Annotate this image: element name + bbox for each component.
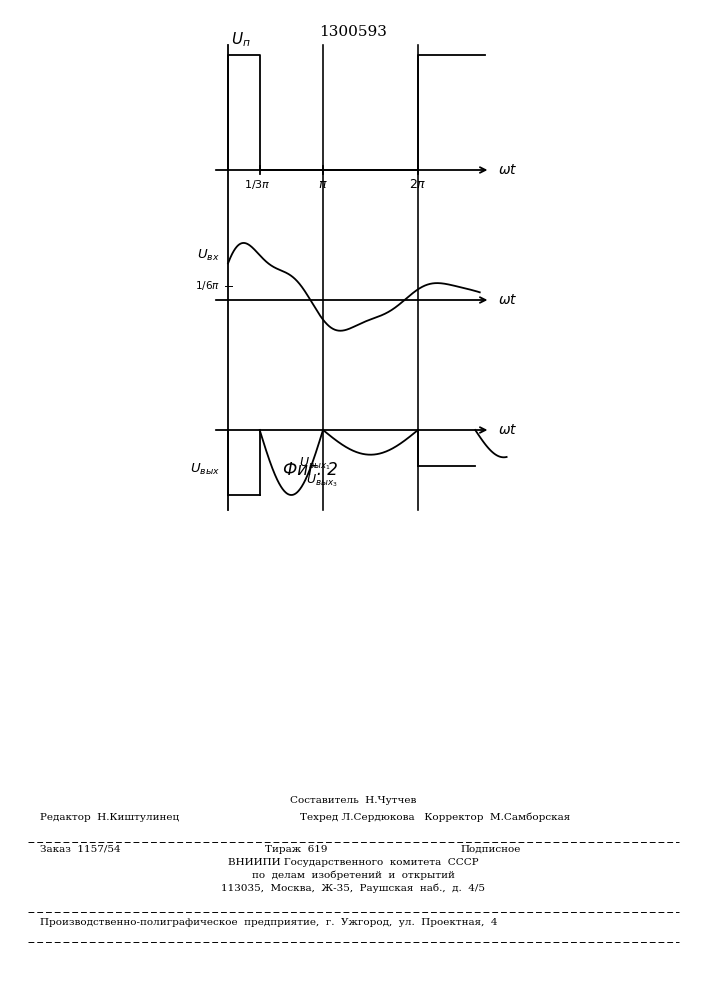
Text: ВНИИПИ Государственного  комитета  СССР: ВНИИПИ Государственного комитета СССР bbox=[228, 858, 479, 867]
Text: $U_{вх}$: $U_{вх}$ bbox=[197, 247, 220, 263]
Text: Тираж  619: Тираж 619 bbox=[265, 845, 327, 854]
Text: 1300593: 1300593 bbox=[319, 25, 387, 39]
Text: $U_п$: $U_п$ bbox=[231, 30, 251, 49]
Text: $U_{вых_1}$: $U_{вых_1}$ bbox=[299, 456, 331, 472]
Text: $U_{вых_3}$: $U_{вых_3}$ bbox=[306, 472, 338, 489]
Text: $\omega t$: $\omega t$ bbox=[498, 423, 518, 437]
Text: $1/6\pi$: $1/6\pi$ bbox=[195, 279, 220, 292]
Text: Фиг. 2: Фиг. 2 bbox=[283, 461, 337, 479]
Text: $\omega t$: $\omega t$ bbox=[498, 293, 518, 307]
Text: $\omega t$: $\omega t$ bbox=[498, 163, 518, 177]
Text: Техред Л.Сердюкова   Корректор  М.Самборская: Техред Л.Сердюкова Корректор М.Самборска… bbox=[300, 812, 571, 822]
Text: $2\pi$: $2\pi$ bbox=[409, 178, 427, 191]
Text: Производственно-полиграфическое  предприятие,  г.  Ужгород,  ул.  Проектная,  4: Производственно-полиграфическое предприя… bbox=[40, 918, 498, 927]
Text: по  делам  изобретений  и  открытий: по делам изобретений и открытий bbox=[252, 870, 455, 880]
Text: Подписное: Подписное bbox=[460, 845, 520, 854]
Text: Редактор  Н.Киштулинец: Редактор Н.Киштулинец bbox=[40, 813, 180, 822]
Text: $1/3\pi$: $1/3\pi$ bbox=[245, 178, 271, 191]
Text: 113035,  Москва,  Ж-35,  Раушская  наб.,  д.  4/5: 113035, Москва, Ж-35, Раушская наб., д. … bbox=[221, 884, 485, 893]
Text: Составитель  Н.Чутчев: Составитель Н.Чутчев bbox=[290, 796, 416, 805]
Text: Заказ  1157/54: Заказ 1157/54 bbox=[40, 845, 121, 854]
Text: $\pi$: $\pi$ bbox=[318, 178, 328, 191]
Text: $U_{вых}$: $U_{вых}$ bbox=[190, 461, 220, 477]
